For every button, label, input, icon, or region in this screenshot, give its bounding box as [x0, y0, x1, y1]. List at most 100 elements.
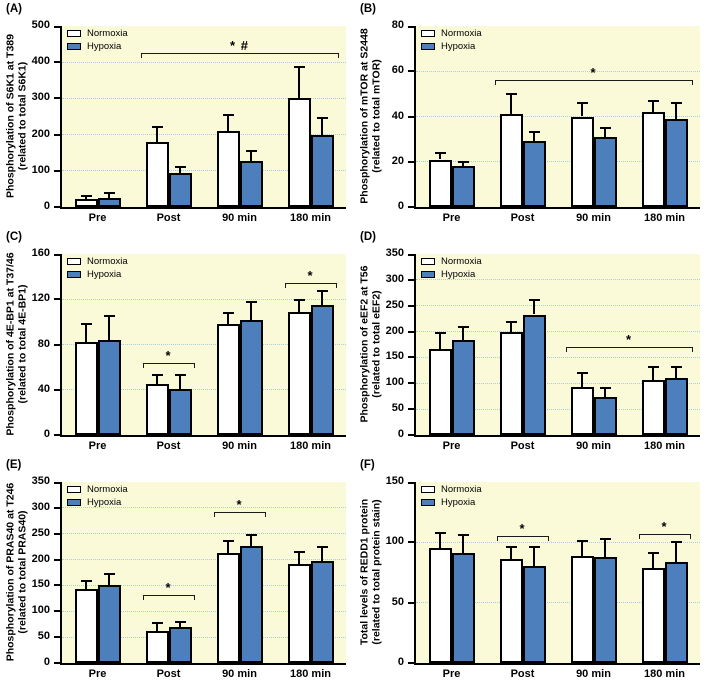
y-axis-tick	[408, 26, 416, 28]
error-bar-stem	[108, 192, 110, 198]
error-bar-stem	[85, 580, 87, 590]
significance-end-tick	[193, 594, 195, 600]
significance-end-tick	[547, 536, 549, 542]
bar-normoxia	[145, 630, 169, 663]
error-bar-cap	[103, 191, 115, 194]
x-tick-label: 90 min	[222, 668, 257, 680]
panel-d: (D) Phosphorylation of eEF2 at T56 (rela…	[354, 228, 709, 456]
panel-label-d: (D)	[360, 231, 376, 243]
y-axis-title-a: Phosphorylation of S6K1 at T389 (related…	[5, 0, 30, 234]
error-bar-cap	[434, 531, 446, 534]
x-tick-label: Pre	[88, 668, 107, 680]
error-bar-stem	[462, 326, 464, 341]
significance-end-tick	[689, 533, 691, 539]
error-bar-cap	[222, 540, 234, 543]
y-axis-title-f: Total levels of REDD1 protein (related t…	[359, 454, 384, 690]
y-tick-label: 250	[385, 298, 404, 311]
error-bar-cap	[576, 371, 588, 374]
significance-end-tick	[142, 362, 144, 368]
error-bar-stem	[321, 547, 323, 562]
bar-normoxia	[287, 564, 311, 663]
bar-hypoxia	[451, 166, 475, 207]
bar-hypoxia	[593, 556, 617, 663]
bar-normoxia	[428, 548, 452, 663]
error-bar-cap	[316, 546, 328, 549]
error-bar-stem	[675, 367, 677, 379]
hypoxia-swatch	[421, 271, 435, 278]
error-bar-stem	[675, 102, 677, 119]
error-bar-stem	[108, 316, 110, 340]
panel-e: (E) Phosphorylation of PRAS40 at T246 (r…	[0, 456, 354, 685]
significance-line	[142, 594, 195, 596]
y-axis-tick	[408, 408, 416, 411]
bar-normoxia	[287, 311, 311, 435]
legend-item: Hypoxia	[421, 268, 482, 281]
y-tick-label: 100	[385, 535, 404, 548]
y-axis-title-line2: (related to total eEF2)	[371, 290, 383, 398]
significance-label: *	[165, 579, 172, 595]
significance-end-tick	[213, 511, 215, 517]
bar-hypoxia	[239, 160, 263, 207]
y-axis-tick	[54, 558, 62, 561]
error-bar-cap	[528, 131, 540, 134]
y-tick-label: 200	[31, 127, 50, 140]
legend-label: Normoxia	[87, 484, 128, 495]
error-bar-stem	[462, 535, 464, 554]
significance-line	[213, 511, 266, 513]
error-bar-cap	[103, 315, 115, 318]
bar-normoxia	[499, 114, 523, 207]
y-axis-title-line1: Total levels of REDD1 protein	[358, 498, 371, 646]
normoxia-swatch	[421, 486, 435, 493]
normoxia-swatch	[421, 30, 435, 37]
x-tick-label: 90 min	[576, 440, 611, 452]
gridline	[416, 541, 700, 543]
bar-hypoxia	[664, 378, 688, 435]
gridline	[62, 584, 346, 586]
error-bar-stem	[298, 300, 300, 312]
error-bar-cap	[151, 374, 163, 377]
legend-label: Normoxia	[441, 256, 482, 267]
legend-label: Hypoxia	[87, 41, 122, 52]
significance-line	[140, 53, 339, 55]
error-bar-stem	[321, 291, 323, 305]
error-bar-stem	[533, 299, 535, 315]
x-tick-label: 180 min	[644, 668, 685, 680]
significance-line	[494, 80, 693, 82]
y-tick-label: 500	[31, 19, 50, 31]
y-tick-label: 100	[31, 604, 50, 617]
y-tick-label: 0	[43, 200, 50, 212]
hypoxia-swatch	[67, 499, 81, 506]
error-bar-stem	[227, 312, 229, 325]
bar-normoxia	[145, 141, 169, 207]
legend-item: Normoxia	[421, 255, 482, 268]
y-tick-label: 0	[43, 428, 50, 440]
significance-end-tick	[335, 283, 337, 289]
y-tick-label: 150	[385, 350, 404, 363]
error-bar-cap	[647, 552, 659, 555]
legend-label: Hypoxia	[87, 497, 122, 508]
bar-normoxia	[641, 111, 665, 207]
gridline	[416, 602, 700, 604]
legend-label: Hypoxia	[87, 269, 122, 280]
x-tick-label: Pre	[88, 212, 107, 224]
x-tick-label: Pre	[442, 440, 461, 452]
y-axis-tick	[408, 278, 416, 281]
bar-hypoxia	[451, 340, 475, 435]
legend-item: Hypoxia	[67, 40, 128, 53]
bar-normoxia	[145, 384, 169, 435]
legend: Normoxia Hypoxia	[421, 483, 482, 509]
bar-normoxia	[74, 589, 98, 663]
y-axis-tick	[54, 482, 62, 484]
y-axis-tick	[408, 382, 416, 385]
x-tick-label: 180 min	[644, 212, 685, 224]
error-bar-stem	[533, 547, 535, 567]
y-axis-title-line2: (related to total S6K1)	[17, 61, 29, 171]
error-bar-stem	[652, 366, 654, 381]
bar-hypoxia	[168, 388, 192, 435]
gridline	[416, 382, 700, 384]
y-axis-title-d: Phosphorylation of eEF2 at T56 (related …	[359, 226, 384, 462]
error-bar-stem	[227, 114, 229, 131]
significance-end-tick	[284, 283, 286, 289]
y-tick-label: 100	[31, 163, 50, 176]
x-tick-label: Post	[510, 668, 535, 680]
